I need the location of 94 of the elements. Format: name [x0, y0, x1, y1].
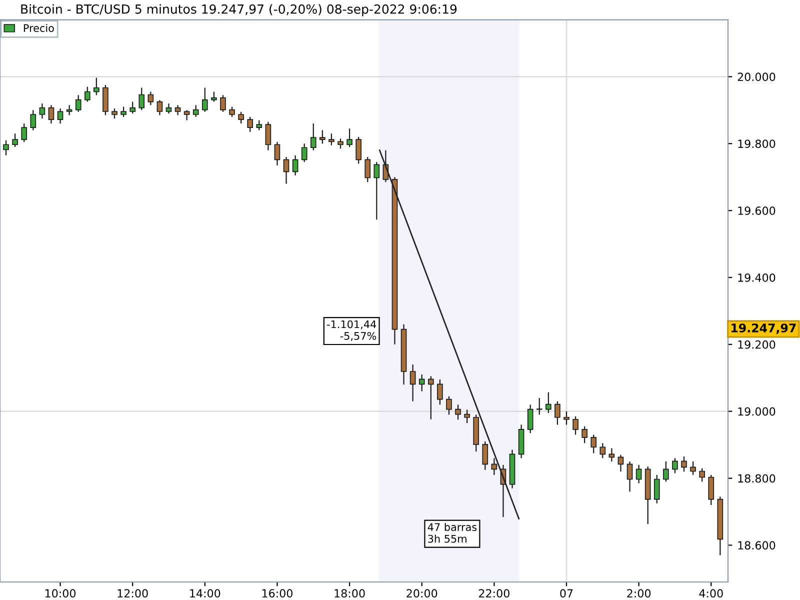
candlestick: [636, 464, 642, 484]
x-tick-label: 18:00: [334, 589, 365, 598]
candlestick: [202, 87, 208, 112]
candlestick: [663, 460, 669, 482]
candlestick: [600, 442, 606, 459]
candlestick: [338, 138, 344, 150]
candlestick: [220, 94, 226, 112]
candlestick: [66, 104, 72, 116]
candlestick: [446, 396, 452, 416]
candlestick: [283, 156, 290, 184]
candlestick: [292, 154, 298, 176]
x-tick-label: 22:00: [478, 589, 510, 598]
candlestick: [437, 378, 443, 406]
candlestick: [184, 110, 190, 121]
y-tick-label: 19.200: [738, 340, 776, 349]
x-tick-label: 20:00: [406, 589, 438, 598]
y-tick-label: 19.800: [738, 140, 776, 148]
y-tick-label: 19.000: [738, 407, 776, 416]
candlestick: [3, 140, 9, 156]
x-tick-label: 07: [560, 589, 573, 598]
candlestick: [374, 161, 380, 220]
candlestick: [39, 102, 46, 120]
candlestick: [346, 128, 352, 148]
candlestick: [84, 86, 90, 102]
y-tick-label: 19.600: [738, 206, 776, 215]
candlestick: [174, 104, 181, 116]
legend-label: Precio: [24, 24, 54, 32]
candlestick: [418, 374, 425, 392]
annotation: -1.101,44 -5,57%: [327, 320, 376, 341]
candlestick: [690, 460, 696, 476]
candlestick: [229, 106, 235, 118]
y-tick-label: 19.400: [738, 273, 776, 282]
candlestick: [546, 392, 552, 414]
candlestick: [464, 409, 470, 424]
candlestick: [608, 448, 615, 462]
candlestick: [356, 136, 362, 164]
candlestick: [328, 133, 334, 146]
candlestick: [699, 468, 705, 482]
candlestick: [320, 130, 326, 144]
candlestick: [265, 121, 272, 151]
candlestick: [30, 110, 36, 131]
candlestick: [681, 456, 687, 472]
candlestick: [120, 106, 126, 118]
candlestick: [536, 397, 542, 416]
candlestick: [582, 426, 588, 444]
candlestick: [148, 91, 154, 106]
candlestick: [57, 108, 64, 124]
y-tick-label: 20.000: [738, 72, 776, 82]
candlestick: [491, 458, 498, 476]
candlestick: [12, 133, 18, 148]
candlestick: [626, 460, 633, 492]
candlestick: [94, 77, 100, 96]
candlestick: [708, 474, 714, 506]
candlestick: [130, 101, 136, 114]
candlestick: [301, 143, 308, 163]
candlestick: [455, 404, 461, 420]
annotation: 47 barras 3h 55m: [428, 522, 477, 543]
candlestick: [618, 454, 624, 472]
candlestick: [654, 474, 660, 504]
candlestick: [428, 376, 434, 420]
candlestick: [672, 458, 678, 474]
candlestick: [192, 104, 199, 118]
candlestick: [247, 116, 254, 132]
candlestick: [156, 100, 163, 116]
candlestick: [410, 364, 416, 402]
text: 19.247,97: [732, 324, 796, 334]
x-tick-label: 12:00: [118, 589, 148, 598]
chart-title: Bitcoin - BTC/USD 5 minutos 19.247,97 (-0,20%) 08-sep-2022 9:06:19: [21, 4, 457, 16]
x-tick-label: 16:00: [262, 589, 292, 598]
candlestick: [256, 120, 262, 131]
candlestick: [21, 122, 28, 142]
x-tick-label: 2:00: [627, 589, 651, 598]
candlestick: [564, 410, 570, 426]
candlestick: [138, 87, 145, 111]
candlestick: [364, 156, 371, 183]
candlestick: [527, 404, 534, 434]
x-tick-label: 4:00: [699, 589, 723, 598]
candlestick: [482, 440, 488, 470]
candlestick: [211, 91, 217, 102]
candlestick: [48, 104, 54, 124]
candlestick: [102, 84, 108, 116]
candlestick: [590, 434, 597, 454]
candlestick: [166, 102, 172, 114]
candlestick: [75, 94, 82, 112]
candlestick: [274, 141, 280, 166]
x-tick-label: 14:00: [190, 589, 220, 598]
candlestick: [554, 400, 560, 426]
y-tick-label: 18.800: [738, 474, 776, 483]
x-tick-label: 10:00: [45, 589, 76, 598]
candlestick: [572, 416, 578, 436]
candlestick: [112, 108, 118, 120]
y-tick-label: 18.600: [738, 541, 776, 550]
candlestick: [238, 111, 244, 124]
candlestick: [310, 122, 316, 151]
